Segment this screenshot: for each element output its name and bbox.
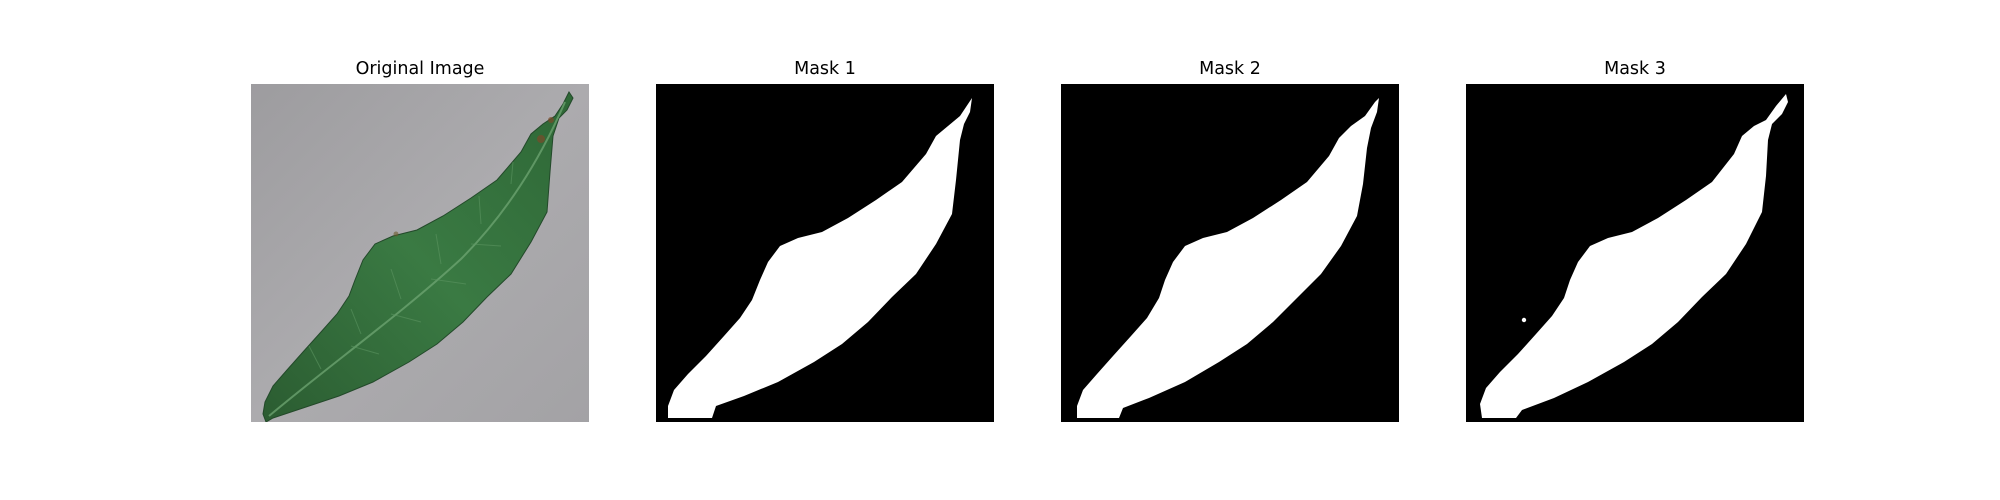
original-leaf-photo [251, 84, 589, 422]
mask-2-image [1061, 84, 1399, 422]
panel-title-mask-1: Mask 1 [794, 59, 856, 79]
leaf-vein [308, 161, 514, 370]
mask-leaf-region [1480, 94, 1788, 418]
leaf-spot [537, 135, 545, 143]
leaf-spot [393, 231, 399, 237]
mask-leaf-region [1077, 98, 1379, 418]
panel-title-original-image: Original Image [355, 59, 485, 79]
leaf-midrib [268, 101, 566, 417]
mask-speck [1521, 317, 1527, 323]
mask-leaf-region [668, 98, 972, 418]
mask-1-image [656, 84, 994, 422]
panel-title-mask-2: Mask 2 [1199, 59, 1261, 79]
leaf-spot [548, 117, 554, 123]
panel-title-mask-3: Mask 3 [1604, 59, 1666, 79]
mask-3-image [1466, 84, 1804, 422]
leaf-shape [262, 91, 574, 422]
